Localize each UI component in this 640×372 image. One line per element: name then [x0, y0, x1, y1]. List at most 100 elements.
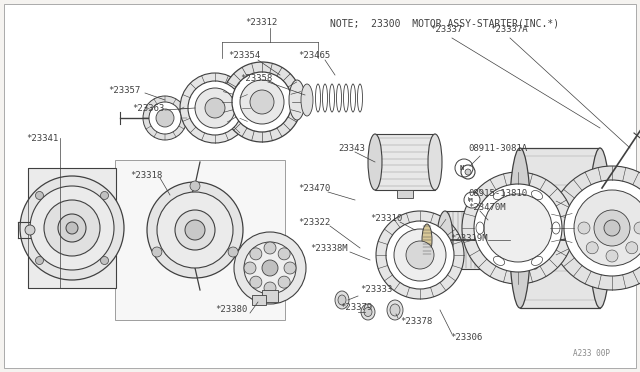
Ellipse shape [364, 308, 372, 317]
Text: *23470: *23470 [298, 183, 330, 192]
Circle shape [152, 247, 162, 257]
Circle shape [462, 172, 574, 284]
Text: *23312: *23312 [245, 17, 277, 26]
Ellipse shape [428, 134, 442, 190]
Circle shape [157, 192, 233, 268]
Circle shape [461, 165, 475, 179]
Circle shape [250, 248, 262, 260]
Text: *23379: *23379 [340, 304, 372, 312]
Circle shape [35, 192, 44, 199]
Bar [445, 211, 535, 269]
Circle shape [586, 242, 598, 254]
Ellipse shape [335, 291, 349, 309]
Circle shape [143, 96, 187, 140]
Circle shape [244, 242, 296, 294]
Circle shape [244, 262, 256, 274]
Circle shape [147, 182, 243, 278]
Circle shape [188, 81, 242, 135]
Bar [252, 295, 266, 305]
Bar [115, 160, 285, 320]
Text: 08915-13810: 08915-13810 [468, 189, 527, 198]
Circle shape [594, 210, 630, 246]
Circle shape [175, 210, 215, 250]
Bar [397, 190, 413, 198]
Text: *23306: *23306 [450, 334, 483, 343]
Text: *23337: *23337 [430, 25, 462, 34]
Text: *23338M: *23338M [310, 244, 348, 253]
Circle shape [234, 232, 306, 304]
Circle shape [564, 180, 640, 276]
Circle shape [30, 186, 114, 270]
Text: M: M [469, 198, 473, 202]
Circle shape [604, 220, 620, 236]
Text: *23358: *23358 [240, 74, 272, 83]
Circle shape [100, 257, 109, 264]
Text: NOTE;  23300  MOTOR ASSY-STARTER(INC.*): NOTE; 23300 MOTOR ASSY-STARTER(INC.*) [330, 18, 559, 28]
Circle shape [484, 194, 552, 262]
Circle shape [240, 80, 284, 124]
Ellipse shape [437, 211, 453, 269]
Circle shape [35, 257, 44, 264]
Text: *23310: *23310 [370, 214, 403, 222]
Ellipse shape [390, 304, 400, 316]
Circle shape [386, 221, 454, 289]
Circle shape [66, 222, 78, 234]
Circle shape [58, 214, 86, 242]
Text: *23465: *23465 [298, 51, 330, 60]
Circle shape [578, 222, 590, 234]
Circle shape [284, 262, 296, 274]
Circle shape [264, 282, 276, 294]
Bar [375, 134, 435, 190]
Text: *23319M: *23319M [450, 234, 488, 243]
Circle shape [550, 166, 640, 290]
Bar [520, 148, 600, 308]
Circle shape [185, 220, 205, 240]
Bar [28, 168, 116, 288]
Ellipse shape [422, 224, 432, 256]
Circle shape [264, 242, 276, 254]
Circle shape [20, 176, 124, 280]
Text: *23341: *23341 [26, 134, 58, 142]
Circle shape [195, 88, 235, 128]
Circle shape [278, 248, 290, 260]
Circle shape [156, 109, 174, 127]
Circle shape [606, 250, 618, 262]
Text: *23333: *23333 [360, 285, 392, 295]
Ellipse shape [301, 84, 313, 116]
Circle shape [574, 190, 640, 266]
Ellipse shape [589, 148, 611, 308]
Text: 08911-3081A: 08911-3081A [468, 144, 527, 153]
Ellipse shape [527, 211, 543, 269]
Circle shape [626, 242, 638, 254]
Text: *23470M: *23470M [468, 202, 506, 212]
Text: *23378: *23378 [400, 317, 432, 327]
Text: 23343: 23343 [338, 144, 365, 153]
Text: *23337A: *23337A [490, 25, 527, 34]
Text: *23318: *23318 [130, 170, 163, 180]
Circle shape [222, 62, 302, 142]
Ellipse shape [289, 80, 305, 120]
Text: N: N [460, 165, 464, 171]
Bar [262, 290, 278, 302]
Ellipse shape [368, 134, 382, 190]
Circle shape [394, 229, 446, 281]
Text: *23357: *23357 [108, 86, 140, 94]
Circle shape [100, 192, 109, 199]
Text: A233 00P: A233 00P [573, 349, 610, 358]
Circle shape [464, 192, 480, 208]
Circle shape [250, 90, 274, 114]
Circle shape [149, 102, 181, 134]
Circle shape [205, 98, 225, 118]
Circle shape [250, 276, 262, 288]
Text: *23363: *23363 [132, 103, 164, 112]
Text: *23322: *23322 [298, 218, 330, 227]
Circle shape [465, 169, 471, 175]
Ellipse shape [509, 148, 531, 308]
Circle shape [190, 181, 200, 191]
Circle shape [406, 241, 434, 269]
Text: *23380: *23380 [215, 305, 247, 314]
Circle shape [376, 211, 464, 299]
Circle shape [634, 222, 640, 234]
Circle shape [262, 260, 278, 276]
Ellipse shape [338, 295, 346, 305]
